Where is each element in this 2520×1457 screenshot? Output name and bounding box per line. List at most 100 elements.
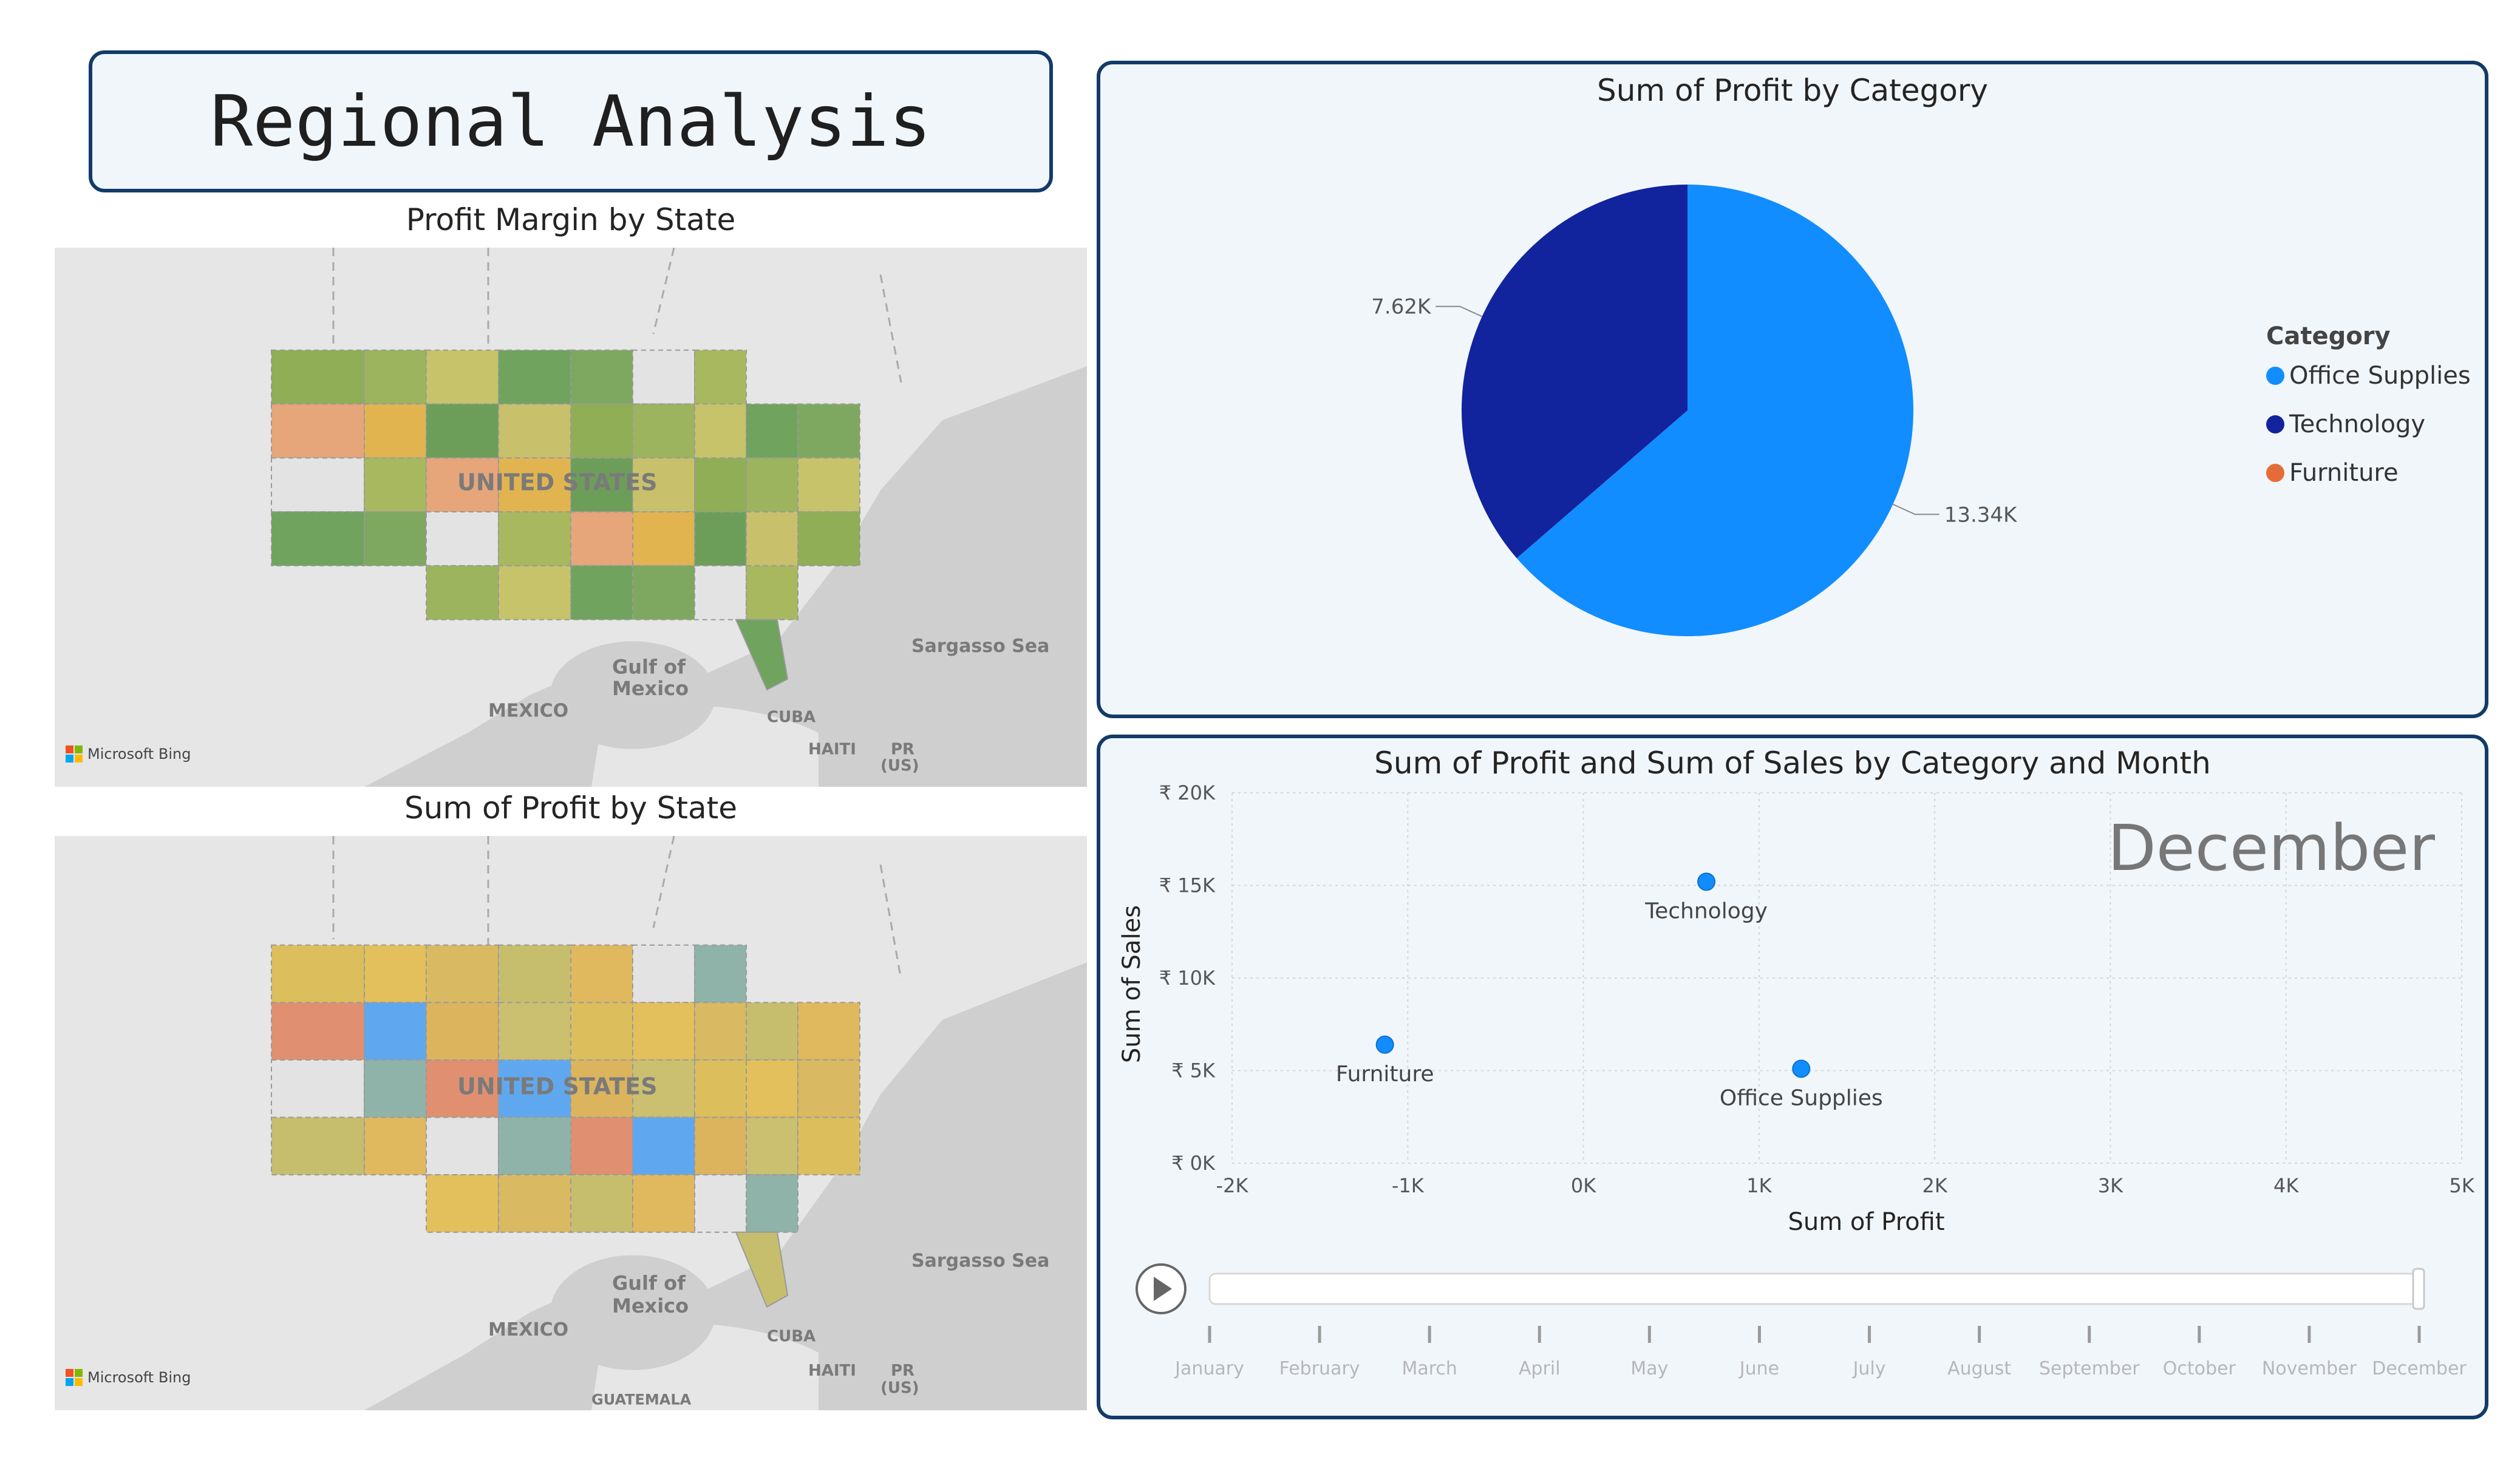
- state-region[interactable]: [746, 1002, 799, 1061]
- state-region[interactable]: [426, 1116, 499, 1176]
- state-region[interactable]: [426, 565, 499, 620]
- state-region[interactable]: [271, 511, 365, 566]
- state-region[interactable]: [746, 1174, 799, 1233]
- state-florida[interactable]: [735, 619, 789, 691]
- state-region[interactable]: [797, 403, 860, 459]
- state-region[interactable]: [694, 1059, 747, 1118]
- state-region[interactable]: [498, 403, 571, 459]
- state-region[interactable]: [632, 1174, 695, 1233]
- profit-margin-map[interactable]: UNITED STATES Gulf of Mexico Sargasso Sea ME…: [55, 248, 1087, 787]
- state-region[interactable]: [797, 457, 860, 513]
- state-region[interactable]: [364, 349, 427, 405]
- state-region[interactable]: [632, 1059, 695, 1118]
- state-region[interactable]: [570, 349, 633, 405]
- state-region[interactable]: [498, 349, 571, 405]
- state-region[interactable]: [570, 565, 633, 620]
- state-region[interactable]: [746, 511, 799, 566]
- legend-item-technology[interactable]: Technology: [2266, 410, 2425, 438]
- state-region[interactable]: [694, 1174, 747, 1233]
- state-region[interactable]: [746, 403, 799, 459]
- scatter-chart[interactable]: -2K -1K 0K 1K 2K 3K 4K 5K ₹ 0K ₹ 5K ₹ 10K ₹ 15K ₹ 20…: [1100, 738, 2485, 1416]
- state-region[interactable]: [498, 1059, 571, 1118]
- state-florida[interactable]: [735, 1231, 789, 1308]
- state-region[interactable]: [271, 1116, 365, 1176]
- state-region[interactable]: [426, 349, 499, 405]
- state-region[interactable]: [570, 1059, 633, 1118]
- play-button[interactable]: [1136, 1263, 1187, 1314]
- state-region[interactable]: [694, 511, 747, 566]
- scatter-point-technology[interactable]: [1697, 872, 1716, 891]
- state-region[interactable]: [271, 1059, 365, 1118]
- state-region[interactable]: [797, 511, 860, 566]
- state-region[interactable]: [570, 1116, 633, 1176]
- state-region[interactable]: [364, 944, 427, 1004]
- pie-slice-office-supplies[interactable]: [1516, 185, 1913, 636]
- play-axis-month-label[interactable]: February: [1279, 1358, 1360, 1379]
- scatter-point-office-supplies[interactable]: [1792, 1059, 1811, 1078]
- state-region[interactable]: [746, 1059, 799, 1118]
- state-region[interactable]: [426, 511, 499, 566]
- state-region[interactable]: [570, 1174, 633, 1233]
- state-region[interactable]: [570, 511, 633, 566]
- state-region[interactable]: [498, 511, 571, 566]
- play-axis-month-label[interactable]: April: [1519, 1358, 1561, 1379]
- state-region[interactable]: [797, 1002, 860, 1061]
- play-axis-month-label[interactable]: January: [1174, 1358, 1244, 1379]
- play-axis-handle[interactable]: [2412, 1268, 2425, 1310]
- play-axis-month-label[interactable]: November: [2262, 1358, 2357, 1379]
- state-region[interactable]: [271, 349, 365, 405]
- state-region[interactable]: [694, 565, 747, 620]
- state-region[interactable]: [498, 565, 571, 620]
- state-region[interactable]: [498, 1002, 571, 1061]
- state-region[interactable]: [364, 457, 427, 513]
- state-region[interactable]: [694, 1002, 747, 1061]
- state-region[interactable]: [632, 511, 695, 566]
- state-region[interactable]: [694, 944, 747, 1004]
- state-region[interactable]: [498, 457, 571, 513]
- play-axis-month-label[interactable]: May: [1630, 1358, 1668, 1379]
- state-region[interactable]: [426, 1002, 499, 1061]
- state-region[interactable]: [797, 1059, 860, 1118]
- state-region[interactable]: [632, 944, 695, 1004]
- legend-item-furniture[interactable]: Furniture: [2266, 459, 2399, 487]
- state-region[interactable]: [632, 1002, 695, 1061]
- state-region[interactable]: [570, 944, 633, 1004]
- play-axis-month-label[interactable]: July: [1852, 1358, 1886, 1379]
- state-region[interactable]: [364, 403, 427, 459]
- state-region[interactable]: [364, 1116, 427, 1176]
- state-region[interactable]: [426, 403, 499, 459]
- state-region[interactable]: [498, 1174, 571, 1233]
- state-region[interactable]: [426, 1174, 499, 1233]
- state-region[interactable]: [632, 565, 695, 620]
- state-region[interactable]: [271, 403, 365, 459]
- play-axis-month-label[interactable]: June: [1738, 1358, 1779, 1379]
- state-region[interactable]: [498, 1116, 571, 1176]
- state-region[interactable]: [498, 944, 571, 1004]
- sum-of-profit-map[interactable]: UNITED STATES Gulf of Mexico Sargasso Sea ME…: [55, 836, 1087, 1410]
- state-region[interactable]: [632, 349, 695, 405]
- state-region[interactable]: [364, 511, 427, 566]
- state-region[interactable]: [271, 944, 365, 1004]
- play-axis-month-label[interactable]: December: [2372, 1358, 2467, 1379]
- state-region[interactable]: [746, 565, 799, 620]
- state-region[interactable]: [271, 1002, 365, 1061]
- state-region[interactable]: [694, 349, 747, 405]
- state-region[interactable]: [364, 1002, 427, 1061]
- state-region[interactable]: [632, 1116, 695, 1176]
- state-region[interactable]: [426, 1059, 499, 1118]
- scatter-point-furniture[interactable]: [1375, 1035, 1394, 1054]
- play-axis-month-label[interactable]: August: [1947, 1358, 2011, 1379]
- state-region[interactable]: [271, 457, 365, 513]
- play-axis-track[interactable]: [1208, 1272, 2420, 1305]
- play-axis-month-label[interactable]: October: [2163, 1358, 2236, 1379]
- state-region[interactable]: [746, 457, 799, 513]
- pie-slice-technology[interactable]: [1462, 185, 1687, 559]
- play-axis-month-label[interactable]: March: [1401, 1358, 1457, 1379]
- state-region[interactable]: [746, 1116, 799, 1176]
- state-region[interactable]: [797, 1116, 860, 1176]
- play-axis-month-label[interactable]: September: [2039, 1358, 2140, 1379]
- state-region[interactable]: [694, 403, 747, 459]
- state-region[interactable]: [694, 457, 747, 513]
